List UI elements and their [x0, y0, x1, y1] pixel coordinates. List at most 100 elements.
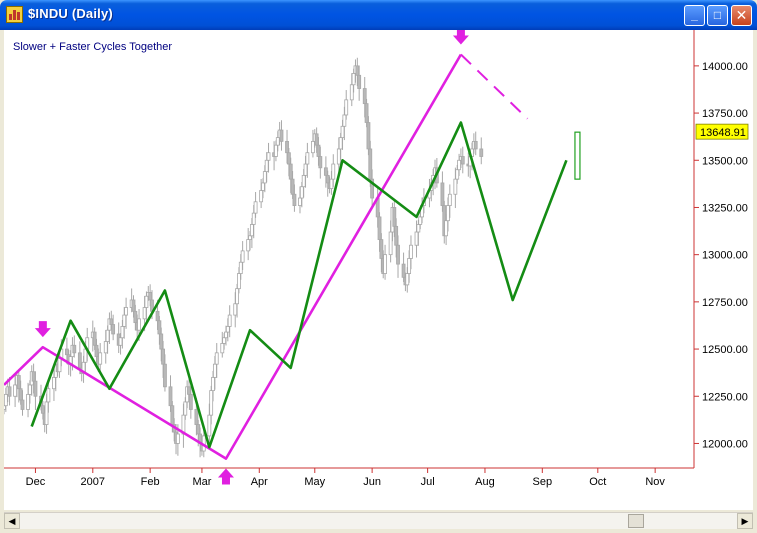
candle-body: [142, 307, 147, 320]
candle-body: [301, 174, 306, 188]
candle-body: [305, 152, 310, 165]
candle-body: [20, 399, 25, 410]
candle-body: [214, 352, 219, 365]
window-title: $INDU (Daily): [28, 6, 113, 21]
cycle-top-arrow-icon: [452, 28, 469, 45]
close-button[interactable]: ✕: [731, 5, 752, 26]
candle-body: [331, 163, 336, 180]
scroll-left-arrow-icon[interactable]: ◀: [4, 513, 20, 529]
candle-body: [159, 333, 164, 350]
candle-body: [364, 103, 369, 123]
candle-body: [2, 405, 6, 410]
candle-body: [414, 231, 419, 246]
candle-body: [338, 137, 343, 150]
candle-body: [40, 405, 45, 414]
candle-body: [357, 74, 362, 89]
candle-body: [222, 337, 227, 344]
candle-body: [98, 352, 103, 365]
candle-body: [31, 371, 36, 382]
candle-body: [266, 152, 271, 161]
candle-body: [72, 344, 77, 354]
candle-body: [394, 225, 399, 246]
candle-body: [457, 159, 461, 171]
horizontal-scrollbar[interactable]: ◀ ▶: [4, 512, 753, 529]
scrollbar-thumb[interactable]: [628, 514, 644, 528]
candle-body: [27, 384, 32, 395]
candle-body: [137, 318, 141, 331]
candle-body: [318, 156, 323, 169]
candle-body: [163, 363, 167, 388]
y-tick-label: 12500.00: [702, 344, 748, 356]
candle-body: [7, 386, 12, 397]
candle-body: [370, 178, 375, 199]
candle-body: [292, 193, 297, 206]
candle-body: [396, 244, 400, 265]
candle-body: [416, 224, 421, 233]
candle-body: [366, 122, 371, 150]
candle-body: [262, 171, 267, 184]
title-bar[interactable]: $INDU (Daily) _ □ ✕: [0, 0, 757, 30]
candle-body: [3, 393, 8, 407]
x-tick-label: Feb: [141, 476, 160, 488]
slow-cycle-projection: [460, 53, 529, 120]
candle-body: [351, 73, 356, 86]
candle-body: [288, 163, 293, 180]
candle-body: [329, 178, 334, 189]
candle-body: [225, 326, 230, 333]
candle-body: [275, 137, 280, 146]
candle-body: [249, 224, 254, 237]
x-tick-label: Sep: [533, 476, 553, 488]
candle-body: [212, 363, 217, 378]
candle-body: [120, 326, 125, 339]
candle-body: [118, 337, 123, 346]
x-tick-label: Mar: [192, 476, 211, 488]
last-price-box: [695, 123, 749, 140]
candle-body: [383, 254, 387, 274]
candle-body: [392, 207, 397, 227]
candle-body: [261, 182, 265, 191]
candle-body: [344, 99, 349, 116]
y-tick-label: 14000.00: [702, 61, 748, 73]
candle-body: [299, 186, 304, 199]
candle-body: [342, 114, 347, 127]
candle-body: [133, 310, 138, 324]
candle-body: [388, 231, 393, 256]
fast-cycle-line: [30, 121, 568, 449]
candle-body: [323, 167, 328, 176]
chart-annotation: Slower + Faster Cycles Together: [13, 41, 172, 53]
candle-body: [473, 140, 478, 150]
candle-body: [161, 348, 165, 365]
maximize-button[interactable]: □: [707, 5, 728, 26]
x-tick-label: Jun: [363, 476, 381, 488]
y-tick-label: 12000.00: [702, 438, 748, 450]
chart-area[interactable]: Slower + Faster Cycles Together 12000.00…: [2, 28, 753, 510]
candle-body: [325, 174, 330, 184]
candle-body: [314, 133, 319, 146]
candle-body: [311, 140, 315, 154]
scroll-right-arrow-icon[interactable]: ▶: [737, 513, 753, 529]
y-tick-label: 13750.00: [702, 108, 748, 120]
candle-body: [379, 239, 384, 259]
candle-body: [13, 384, 17, 397]
candle-body: [368, 148, 373, 180]
candle-body: [316, 144, 321, 157]
candle-body: [122, 314, 127, 327]
slow-cycle-line: [3, 53, 463, 460]
candle-body: [298, 197, 302, 206]
candle-body: [57, 358, 62, 373]
minimize-button[interactable]: _: [684, 5, 705, 26]
candle-body: [168, 386, 173, 407]
candle-body: [109, 318, 114, 325]
candle-body: [131, 299, 136, 312]
price-chart: Slower + Faster Cycles Together 12000.00…: [2, 28, 749, 488]
cycle-bottom-arrow-icon: [217, 468, 234, 485]
candle-body: [447, 193, 452, 206]
candle-body: [18, 388, 23, 401]
candle-body: [183, 401, 188, 416]
y-tick-label: 12750.00: [702, 297, 748, 309]
candle-body: [401, 263, 406, 278]
x-tick-label: Nov: [645, 476, 665, 488]
candle-body: [446, 205, 450, 222]
candle-body: [235, 288, 239, 305]
